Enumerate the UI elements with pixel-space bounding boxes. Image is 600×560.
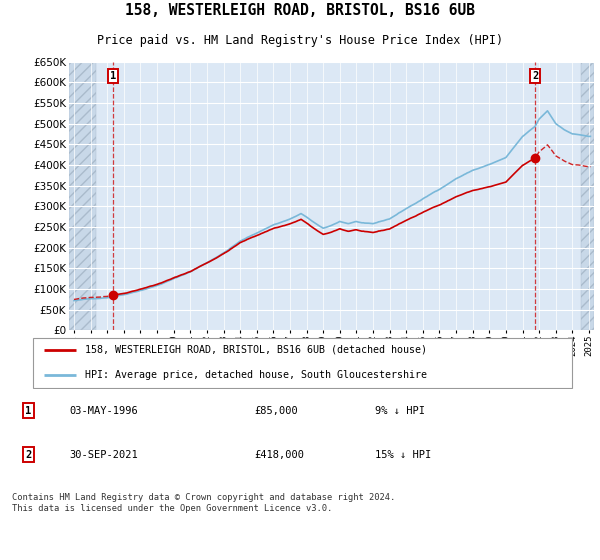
Text: £85,000: £85,000 bbox=[254, 405, 298, 416]
Text: 158, WESTERLEIGH ROAD, BRISTOL, BS16 6UB (detached house): 158, WESTERLEIGH ROAD, BRISTOL, BS16 6UB… bbox=[85, 345, 427, 355]
Bar bbox=[581, 62, 594, 330]
Text: 1: 1 bbox=[25, 405, 31, 416]
Text: 2: 2 bbox=[532, 71, 538, 81]
Text: 15% ↓ HPI: 15% ↓ HPI bbox=[375, 450, 431, 460]
Text: 1: 1 bbox=[110, 71, 116, 81]
Text: Contains HM Land Registry data © Crown copyright and database right 2024.
This d: Contains HM Land Registry data © Crown c… bbox=[12, 493, 395, 513]
Text: 03-MAY-1996: 03-MAY-1996 bbox=[70, 405, 139, 416]
Text: 158, WESTERLEIGH ROAD, BRISTOL, BS16 6UB: 158, WESTERLEIGH ROAD, BRISTOL, BS16 6UB bbox=[125, 3, 475, 18]
Text: £418,000: £418,000 bbox=[254, 450, 304, 460]
Bar bbox=[69, 62, 95, 330]
Text: Price paid vs. HM Land Registry's House Price Index (HPI): Price paid vs. HM Land Registry's House … bbox=[97, 34, 503, 47]
Text: 30-SEP-2021: 30-SEP-2021 bbox=[70, 450, 139, 460]
Text: 9% ↓ HPI: 9% ↓ HPI bbox=[375, 405, 425, 416]
FancyBboxPatch shape bbox=[33, 338, 572, 388]
Text: HPI: Average price, detached house, South Gloucestershire: HPI: Average price, detached house, Sout… bbox=[85, 370, 427, 380]
Text: 2: 2 bbox=[25, 450, 31, 460]
